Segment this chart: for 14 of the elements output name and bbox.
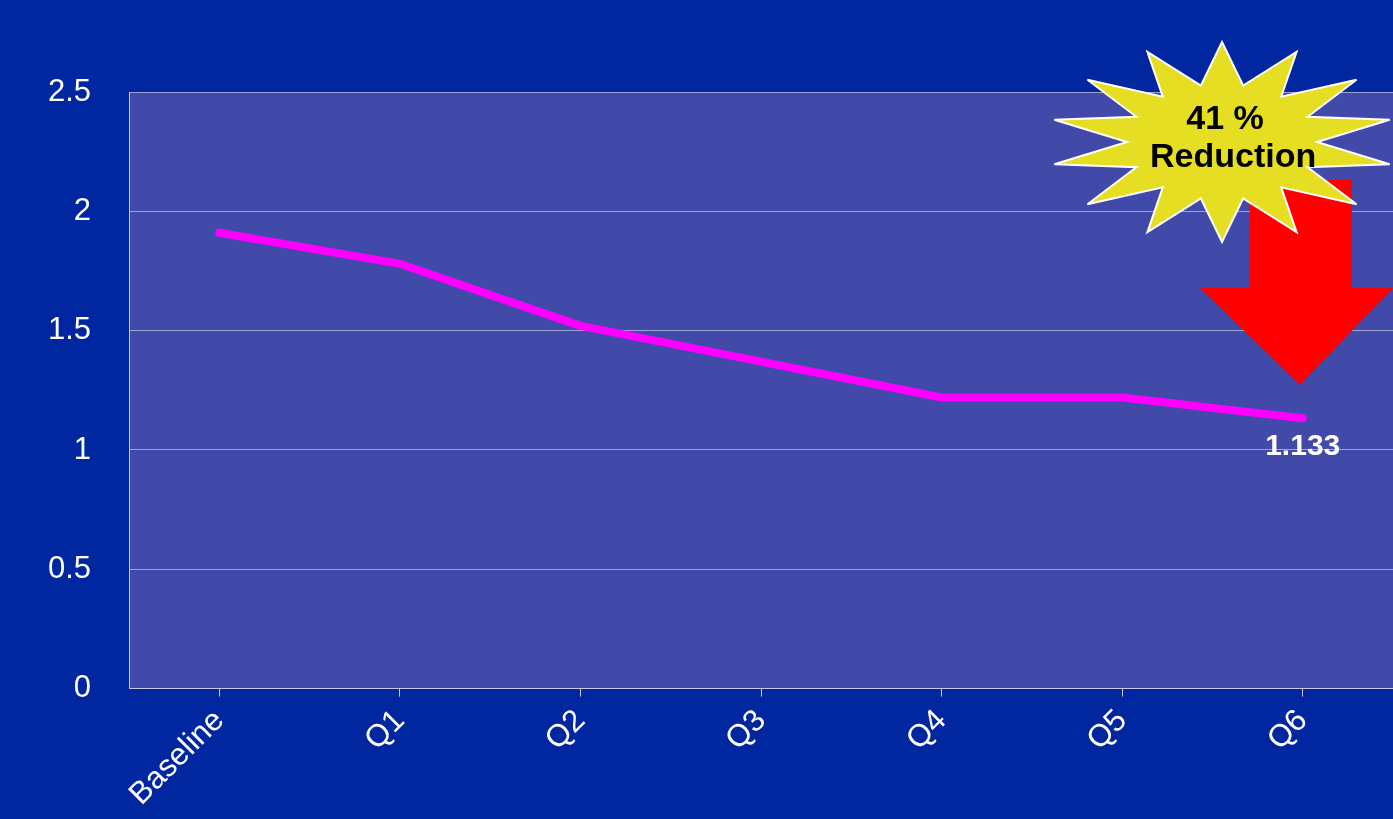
y-tick-label: 0	[73, 669, 92, 705]
x-tick-label: Q2	[537, 702, 592, 756]
x-tick-label: Q6	[1259, 702, 1314, 756]
y-tick-label: 1	[73, 430, 92, 466]
y-tick-label: 1.5	[47, 311, 92, 347]
x-tick-label: Q5	[1079, 702, 1134, 756]
x-tick-label: Q1	[356, 702, 411, 756]
y-tick-label: 2.5	[47, 72, 92, 108]
x-tick-label: Q3	[718, 702, 773, 756]
y-tick-label: 2	[73, 191, 92, 227]
annotation: 41 % Reduction	[1150, 98, 1317, 174]
y-tick-label: 0.5	[47, 549, 92, 585]
data-label: 1.133	[1265, 428, 1341, 462]
x-tick-label: Q4	[898, 702, 953, 756]
